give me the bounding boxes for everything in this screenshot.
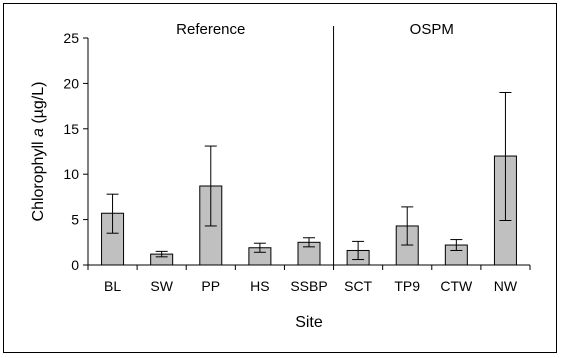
y-tick-label: 15 (63, 121, 79, 137)
y-axis-title-suffix: (µg/L) (30, 82, 47, 129)
error-bar (450, 239, 463, 251)
y-ticks-layer: 0 5 10 15 20 25 (63, 30, 88, 273)
x-axis-title: Site (295, 314, 323, 331)
error-bar (155, 250, 168, 258)
y-tick-label: 10 (63, 166, 79, 182)
x-tick-label: CTW (440, 278, 473, 294)
error-bar (253, 242, 266, 253)
x-tick-label: SSBP (290, 278, 327, 294)
y-tick-label: 25 (63, 30, 79, 46)
group-label: Reference (176, 21, 245, 38)
error-bar (106, 193, 119, 234)
x-tick-label: PP (201, 278, 220, 294)
chart-frame (3, 3, 557, 353)
x-tick-label: BL (104, 278, 121, 294)
error-bars-layer (106, 91, 512, 261)
error-bar (303, 237, 315, 248)
error-bar (204, 145, 217, 227)
group-label: OSPM (410, 21, 454, 38)
x-tick-label: NW (494, 278, 518, 294)
bars-layer (101, 155, 517, 266)
x-tick-label: SCT (344, 278, 372, 294)
error-bar (352, 240, 365, 261)
y-axis-title: Chlorophyll a (µg/L) (30, 82, 47, 222)
x-tick-label: TP9 (394, 278, 420, 294)
x-tick-label: HS (250, 278, 269, 294)
y-tick-label: 20 (63, 75, 79, 91)
error-bar (401, 206, 414, 246)
y-axis-title-prefix: Chlorophyll (30, 137, 47, 221)
group-labels-layer: Reference OSPM (176, 21, 454, 38)
y-tick-label: 5 (71, 212, 79, 228)
y-axis-title-italic: a (30, 128, 47, 137)
x-ticks-layer: BL SW PP HS SSBP SCT TP9 CTW NW (87, 265, 531, 294)
y-tick-label: 0 (71, 257, 79, 273)
error-bar (499, 91, 512, 222)
x-tick-label: SW (150, 278, 173, 294)
